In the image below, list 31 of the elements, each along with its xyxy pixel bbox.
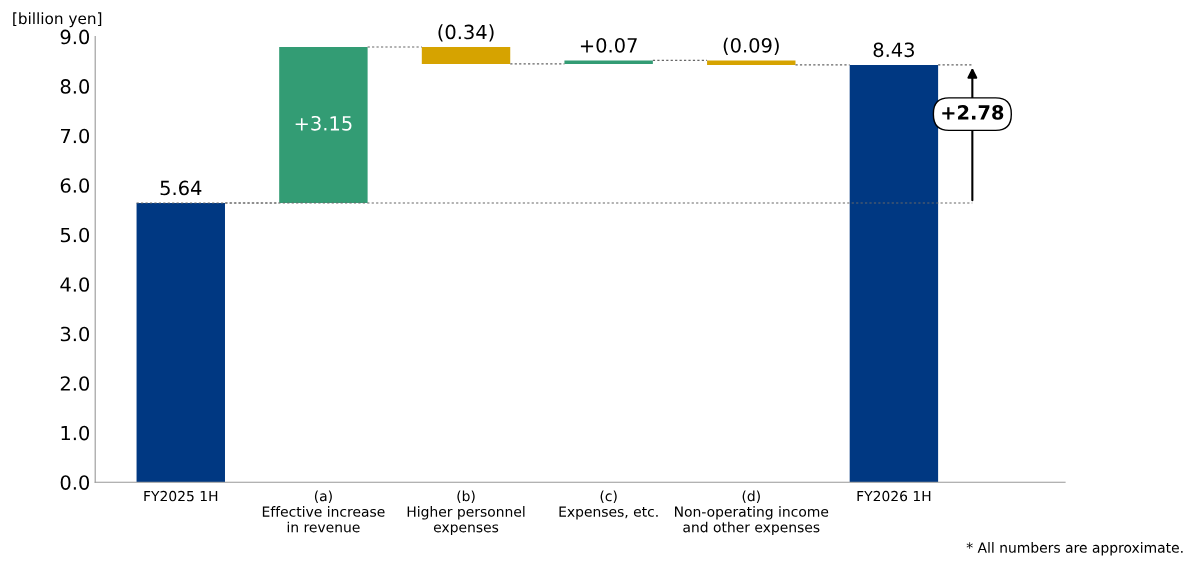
y-tick-label: 7.0 — [61, 128, 90, 144]
x-tick-label: (a) Effective increase in revenue — [262, 490, 385, 533]
y-tick-label: 9.0 — [60, 29, 90, 45]
x-tick-label: (c) Expenses, etc. — [559, 490, 658, 520]
bar — [279, 47, 368, 203]
x-tick-label: (b) Higher personnel expenses — [407, 490, 525, 536]
y-tick-label: 1.0 — [61, 425, 90, 441]
data-label: 5.64 — [160, 180, 202, 196]
text: * All numbers are approximate. — [966, 542, 1183, 556]
y-tick-label: 8.0 — [60, 79, 90, 94]
y-tick-label: 5.0 — [60, 227, 90, 243]
data-label: +3.15 — [295, 115, 352, 131]
bar — [707, 60, 796, 65]
bar — [421, 47, 511, 64]
y-axis-title: [billion yen] — [13, 12, 102, 28]
y-tick-label: 0.0 — [60, 475, 90, 490]
y-tick-label: 4.0 — [60, 277, 90, 292]
y-tick-label: 6.0 — [60, 178, 90, 193]
y-tick-label: 2.0 — [60, 376, 90, 391]
data-label: 8.43 — [873, 42, 914, 58]
x-tick-label: (d) Non-operating income and other expenses — [675, 490, 829, 536]
data-label: (0.09) — [723, 37, 779, 55]
bar — [849, 64, 939, 483]
data-label: (0.34) — [438, 24, 494, 42]
data-label: +0.07 — [580, 37, 637, 53]
x-tick-label: FY2025 1H — [144, 490, 218, 502]
bar — [564, 60, 653, 64]
x-tick-label: FY2026 1H — [857, 490, 931, 502]
bar — [136, 203, 225, 483]
y-tick-label: 3.0 — [60, 326, 90, 342]
annotation: +2.78 — [942, 105, 1004, 120]
